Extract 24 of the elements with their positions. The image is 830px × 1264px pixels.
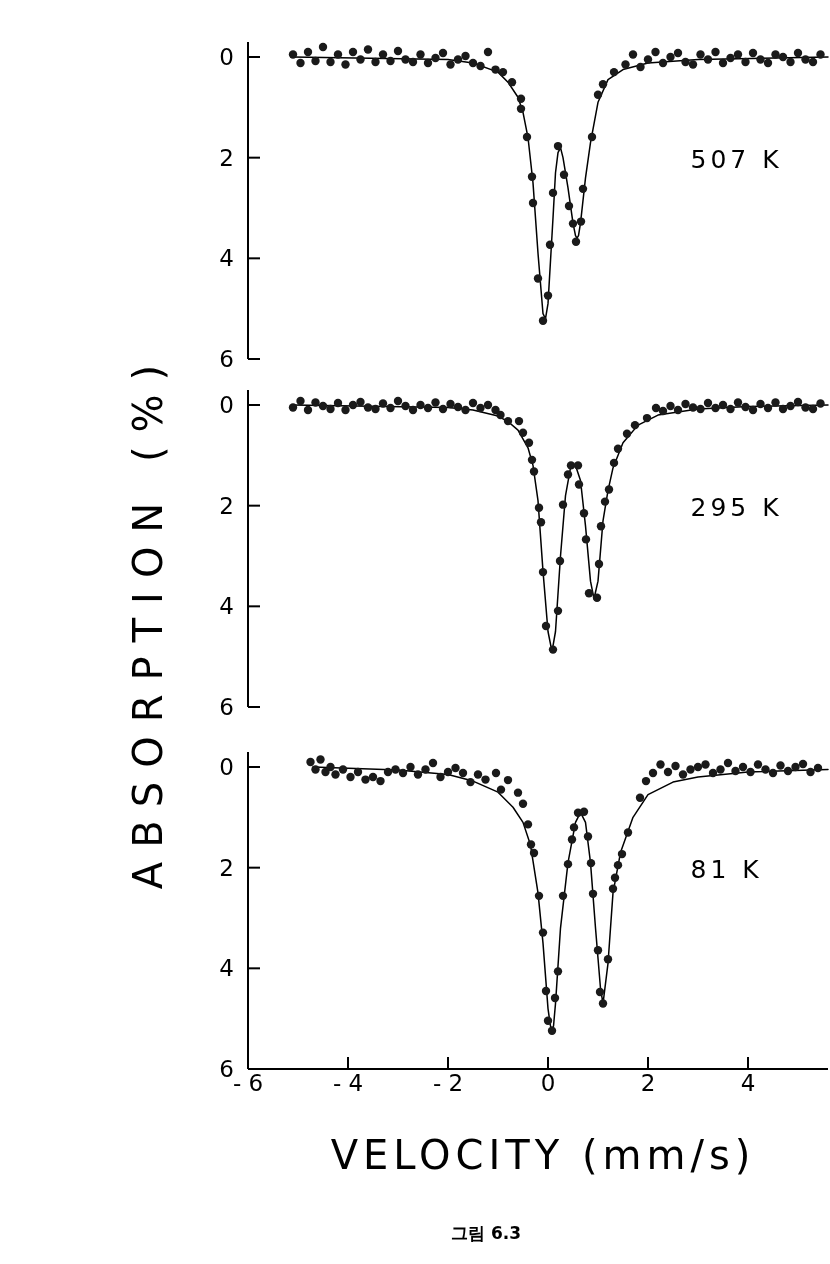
y-tick-label: 6 bbox=[219, 346, 234, 373]
y-tick-label: 6 bbox=[219, 694, 234, 721]
y-tick-label: 2 bbox=[219, 854, 234, 881]
annotation: 507 K bbox=[690, 144, 783, 174]
y-tick-label: 2 bbox=[219, 492, 234, 519]
x-tick-label: - 4 bbox=[332, 1070, 364, 1096]
y-tick-label: 2 bbox=[219, 144, 234, 171]
y-tick-label: 0 bbox=[219, 44, 234, 71]
annotation: 295 K bbox=[690, 492, 783, 522]
x-axis-title: VELOCITY (mm/s) bbox=[330, 1132, 756, 1178]
y-tick-label: 6 bbox=[219, 1056, 234, 1083]
y-tick-label: 0 bbox=[219, 754, 234, 781]
y-tick-label: 0 bbox=[219, 392, 234, 419]
x-tick-label: 2 bbox=[640, 1070, 656, 1096]
caption: 그림 6.3 bbox=[450, 1223, 522, 1243]
x-tick-label: 4 bbox=[740, 1070, 756, 1096]
x-tick-label: - 2 bbox=[432, 1070, 464, 1096]
y-tick-label: 4 bbox=[219, 593, 234, 620]
x-tick-label: - 6 bbox=[232, 1070, 264, 1096]
annotation: 81 K bbox=[690, 854, 763, 884]
y-tick-label: 4 bbox=[219, 245, 234, 272]
y-axis-title: ABSORPTION (%) bbox=[125, 350, 171, 890]
x-tick-label: 0 bbox=[540, 1070, 556, 1096]
y-tick-label: 4 bbox=[219, 955, 234, 982]
